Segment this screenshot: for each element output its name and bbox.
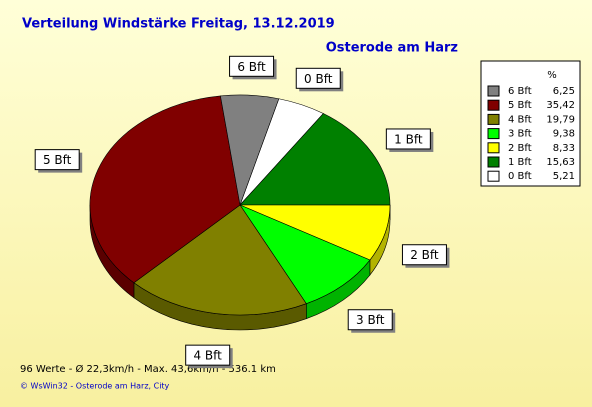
legend-label: 0 Bft <box>508 171 532 182</box>
legend-swatch <box>487 113 500 125</box>
legend-value: 19,79 <box>546 114 575 125</box>
legend-swatch <box>487 85 500 97</box>
legend-value: 35,42 <box>546 100 575 111</box>
legend-swatch <box>487 142 500 154</box>
label-box <box>34 149 80 171</box>
slice-label: 0 Bft <box>304 72 333 86</box>
slice-label: 4 Bft <box>193 349 222 363</box>
legend-title: % <box>547 70 557 81</box>
chart-title: Verteilung Windstärke Freitag, 13.12.201… <box>22 17 335 32</box>
legend-label: 6 Bft <box>508 86 532 97</box>
legend-swatch <box>487 156 500 168</box>
legend-value: 5,21 <box>553 171 575 182</box>
slice <box>89 95 241 284</box>
label-box <box>295 67 341 89</box>
legend-value: 6,25 <box>553 86 575 97</box>
slice <box>239 113 391 206</box>
legend-label: 1 Bft <box>508 157 532 168</box>
slice-label: 6 Bft <box>237 60 266 74</box>
slice-label: 5 Bft <box>43 153 72 167</box>
slice-label: 2 Bft <box>410 248 439 262</box>
legend-swatch <box>487 128 500 140</box>
label-box <box>229 55 275 77</box>
legend-value: 8,33 <box>553 143 575 154</box>
legend-label: 4 Bft <box>508 114 532 125</box>
credit: © WsWin32 - Osterode am Harz, City <box>20 382 170 391</box>
legend-value: 9,38 <box>553 129 575 140</box>
slice <box>133 204 307 316</box>
slice-label: 3 Bft <box>356 313 385 327</box>
legend-label: 5 Bft <box>508 100 532 111</box>
legend-label: 3 Bft <box>508 129 532 140</box>
label-box <box>401 244 447 266</box>
label-box <box>347 309 393 331</box>
legend-label: 2 Bft <box>508 143 532 154</box>
legend-value: 15,63 <box>546 157 575 168</box>
chart-subtitle: Osterode am Harz <box>326 41 458 56</box>
label-box <box>185 344 231 366</box>
slice-label: 1 Bft <box>394 132 423 146</box>
slice <box>239 204 371 305</box>
legend-swatch <box>487 170 500 182</box>
legend-swatch <box>487 99 500 111</box>
label-box <box>385 128 431 150</box>
slice <box>220 94 280 207</box>
footer: 96 Werte - Ø 22,3km/h - Max. 43,6km/h - … <box>20 363 276 375</box>
